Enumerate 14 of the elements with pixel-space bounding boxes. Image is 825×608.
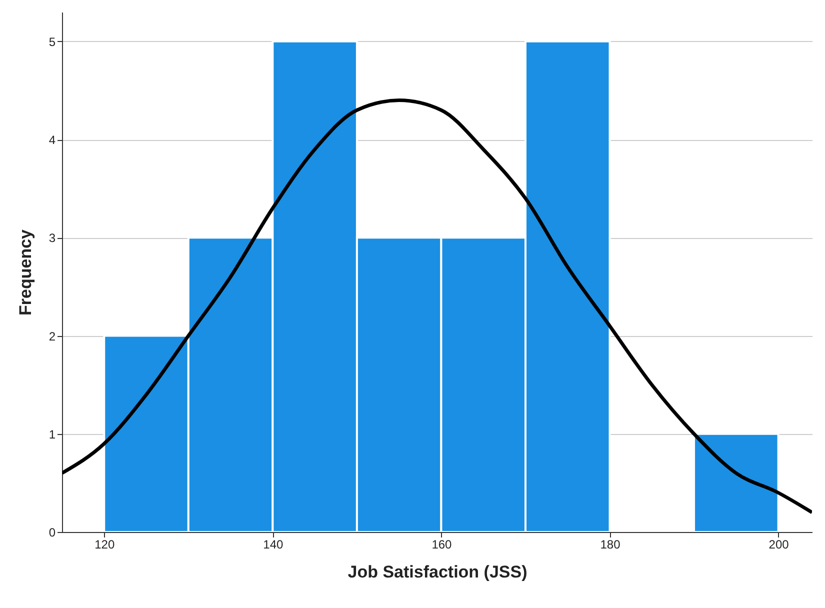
y-tick-label: 1 <box>48 427 56 442</box>
x-tick-label: 140 <box>263 538 284 552</box>
y-tick-label: 0 <box>48 526 56 540</box>
x-tick-label: 180 <box>600 538 621 552</box>
x-axis-title: Job Satisfaction (JSS) <box>348 562 528 582</box>
line-series <box>62 98 812 514</box>
y-tick-label: 4 <box>48 133 56 148</box>
x-tick-label: 120 <box>94 538 115 552</box>
y-tick-label: 3 <box>48 231 56 246</box>
y-tick-label: 5 <box>48 34 56 49</box>
y-axis-title: Frequency <box>16 228 35 316</box>
x-tick-label: 200 <box>768 538 790 552</box>
y-tick-label: 2 <box>48 329 56 344</box>
x-tick-label: 160 <box>432 538 452 552</box>
